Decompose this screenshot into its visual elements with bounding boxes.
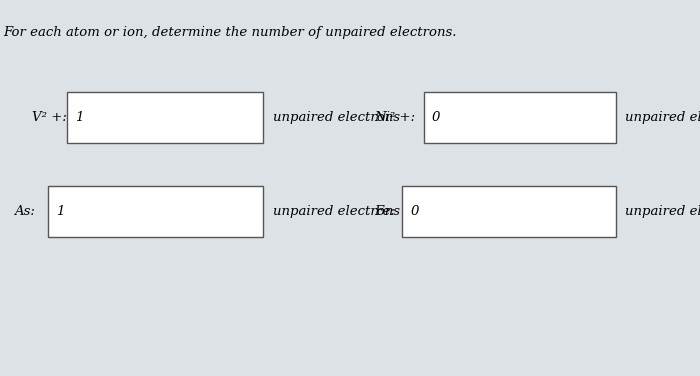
Text: 1: 1 <box>75 111 83 124</box>
Text: For each atom or ion, determine the number of unpaired electrons.: For each atom or ion, determine the numb… <box>4 26 457 39</box>
FancyBboxPatch shape <box>66 92 262 143</box>
Text: 1: 1 <box>56 205 64 218</box>
Text: As:: As: <box>14 205 35 218</box>
FancyBboxPatch shape <box>48 186 262 237</box>
Text: Ni² +:: Ni² +: <box>374 111 424 124</box>
Text: unpaired electrons: unpaired electrons <box>625 205 700 218</box>
FancyBboxPatch shape <box>402 186 616 237</box>
Text: unpaired electrons: unpaired electrons <box>273 111 400 124</box>
Text: unpaired electrons: unpaired electrons <box>625 111 700 124</box>
Text: V² +:: V² +: <box>32 111 66 124</box>
FancyBboxPatch shape <box>424 92 616 143</box>
Text: unpaired electrons: unpaired electrons <box>273 205 400 218</box>
Text: 0: 0 <box>432 111 440 124</box>
Text: Fe:: Fe: <box>374 205 395 218</box>
Text: 0: 0 <box>411 205 419 218</box>
